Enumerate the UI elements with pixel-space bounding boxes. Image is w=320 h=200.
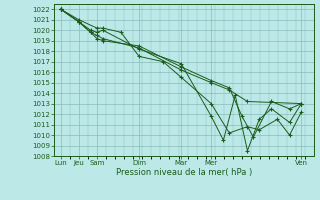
X-axis label: Pression niveau de la mer( hPa ): Pression niveau de la mer( hPa ) [116, 168, 252, 177]
